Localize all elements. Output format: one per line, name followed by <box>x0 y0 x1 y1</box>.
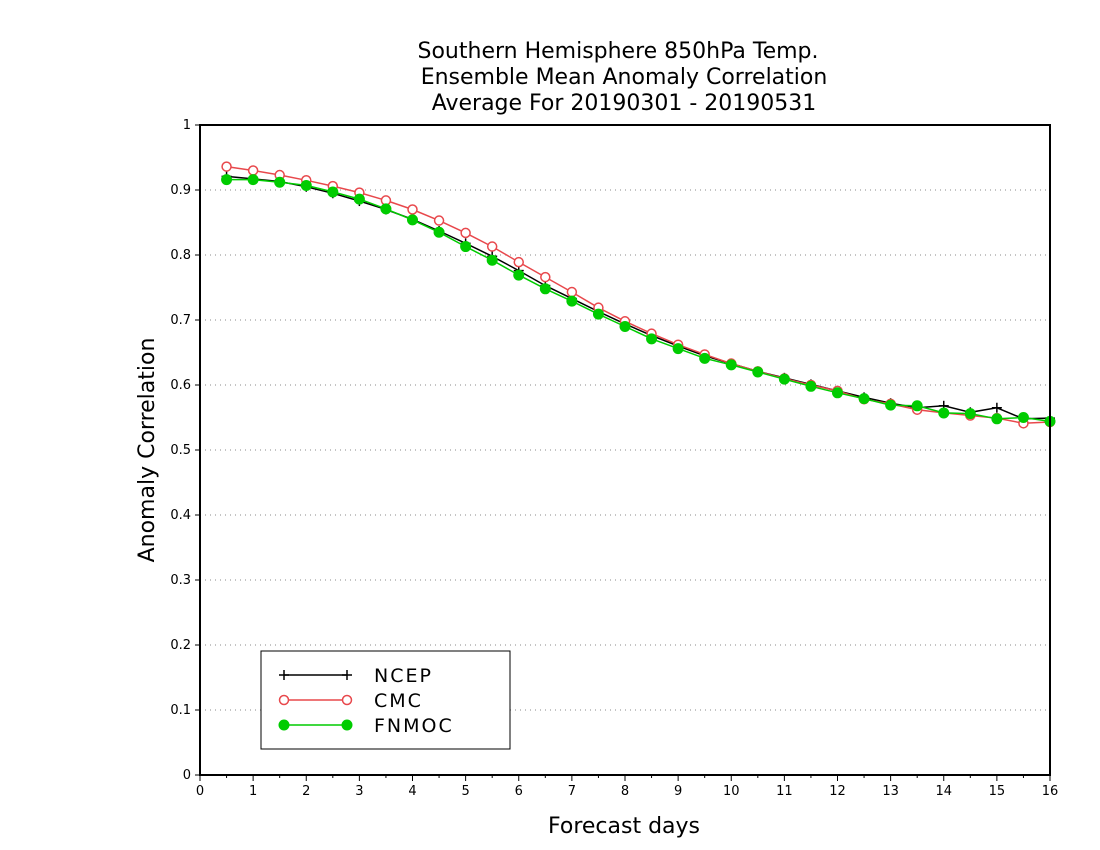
axis-ticks <box>195 124 1051 781</box>
open-circle-marker <box>407 204 418 215</box>
open-circle-marker <box>566 286 578 298</box>
filled-circle-marker <box>964 408 976 420</box>
filled-circle-marker <box>699 352 711 364</box>
filled-circle-marker <box>646 333 658 345</box>
filled-circle-marker <box>752 366 764 378</box>
filled-circle-marker <box>672 343 684 355</box>
y-tick-label: 0.8 <box>170 248 191 263</box>
open-circle-marker <box>278 694 290 706</box>
filled-circle-marker <box>341 719 353 731</box>
open-circle-marker <box>433 215 445 226</box>
filled-circle-marker <box>1017 412 1029 423</box>
title-line-3: Average For 20190301 - 20190531 <box>432 91 817 116</box>
x-tick-label: 0 <box>196 784 204 799</box>
x-tick-labels: 0 1 2 3 4 5 6 7 8 9 10 11 12 13 14 15 16 <box>196 784 1058 799</box>
open-circle-marker <box>460 227 471 239</box>
y-tick-label: 0.1 <box>170 703 191 718</box>
x-tick-label: 4 <box>408 784 416 799</box>
legend-label: NCEP <box>374 665 433 687</box>
filled-circle-marker <box>725 359 737 371</box>
x-tick-label: 15 <box>989 784 1006 799</box>
legend-label: CMC <box>374 690 423 712</box>
y-tick-label: 1 <box>183 118 191 133</box>
filled-circle-marker <box>778 373 790 385</box>
filled-circle-marker <box>433 226 445 238</box>
y-tick-labels: 0 0.1 0.2 0.3 0.4 0.5 0.6 0.7 0.8 0.9 1 <box>170 118 191 783</box>
x-tick-label: 6 <box>515 784 523 799</box>
filled-circle-marker <box>885 399 897 411</box>
x-tick-label: 10 <box>723 784 740 799</box>
series-fnmoc <box>221 174 1056 427</box>
series-ncep <box>221 171 1055 424</box>
x-tick-label: 12 <box>829 784 846 799</box>
filled-circle-marker <box>858 393 870 405</box>
filled-circle-marker <box>619 321 631 332</box>
x-tick-label: 13 <box>882 784 899 799</box>
x-tick-label: 11 <box>776 784 793 799</box>
x-tick-label: 5 <box>461 784 469 799</box>
x-tick-label: 16 <box>1042 784 1059 799</box>
y-tick-label: 0.9 <box>170 183 191 198</box>
filled-circle-marker <box>353 193 365 205</box>
y-tick-label: 0.3 <box>170 573 191 588</box>
legend-item-ncep: NCEP <box>279 665 433 687</box>
filled-circle-marker <box>832 387 843 399</box>
filled-circle-marker <box>327 186 339 198</box>
y-tick-label: 0.5 <box>170 443 191 458</box>
filled-circle-marker <box>247 174 259 186</box>
title-line-1: Southern Hemisphere 850hPa Temp. <box>418 39 819 64</box>
legend-item-fnmoc: FNMOC <box>278 715 454 737</box>
filled-circle-marker <box>486 254 498 266</box>
open-circle-marker <box>341 694 353 706</box>
filled-circle-marker <box>566 295 578 307</box>
filled-circle-marker <box>274 176 286 188</box>
open-circle-marker <box>540 271 551 283</box>
open-circle-marker <box>247 165 259 176</box>
x-tick-label: 2 <box>302 784 310 799</box>
filled-circle-marker <box>221 174 233 186</box>
y-axis-label: Anomaly Correlation <box>135 338 160 563</box>
filled-circle-marker <box>805 380 817 392</box>
filled-circle-marker <box>278 719 290 731</box>
series-cmc <box>221 161 1056 429</box>
x-tick-label: 1 <box>249 784 257 799</box>
filled-circle-marker <box>300 179 312 191</box>
y-tick-label: 0.4 <box>170 508 191 523</box>
filled-circle-marker <box>380 203 392 215</box>
x-tick-label: 9 <box>674 784 682 799</box>
filled-circle-marker <box>460 241 472 253</box>
open-circle-marker <box>486 241 498 252</box>
filled-circle-marker <box>991 413 1003 425</box>
series-lines <box>221 161 1056 429</box>
x-tick-label: 14 <box>935 784 952 799</box>
x-axis-label: Forecast days <box>548 814 700 839</box>
y-tick-label: 0.2 <box>170 638 191 653</box>
open-circle-marker <box>221 161 232 172</box>
chart-title: Southern Hemisphere 850hPa Temp. Ensembl… <box>418 39 828 116</box>
x-tick-label: 3 <box>355 784 363 799</box>
open-circle-marker <box>513 256 524 268</box>
filled-circle-marker <box>592 308 604 320</box>
x-tick-label: 7 <box>568 784 576 799</box>
y-tick-label: 0.7 <box>170 313 191 328</box>
filled-circle-marker <box>407 214 418 226</box>
series-line-ncep <box>226 175 1051 420</box>
legend-item-cmc: CMC <box>278 690 423 712</box>
legend-label: FNMOC <box>374 715 454 737</box>
filled-circle-marker <box>938 407 950 419</box>
grid-lines <box>200 124 1050 711</box>
filled-circle-marker <box>911 400 923 412</box>
x-tick-label: 8 <box>621 784 629 799</box>
y-tick-label: 0 <box>183 768 191 783</box>
title-line-2: Ensemble Mean Anomaly Correlation <box>421 65 828 90</box>
filled-circle-marker <box>539 283 551 295</box>
y-tick-label: 0.6 <box>170 378 191 393</box>
filled-circle-marker <box>513 269 525 281</box>
legend: NCEP CMC FNMOC <box>260 650 511 750</box>
